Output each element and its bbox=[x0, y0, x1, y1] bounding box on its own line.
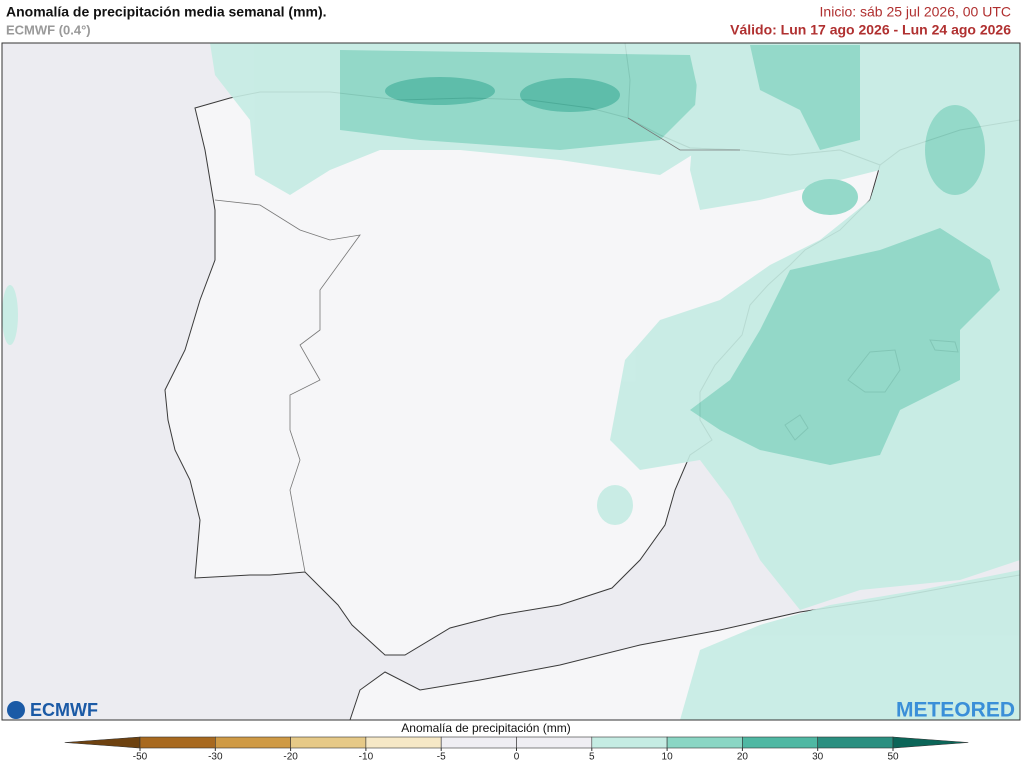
colorbar-segment bbox=[516, 736, 593, 749]
colorbar-segment bbox=[215, 736, 291, 749]
colorbar-segment bbox=[817, 736, 894, 749]
colorbar-tick-label: 5 bbox=[589, 752, 595, 763]
colorbar-segment bbox=[666, 736, 743, 749]
colorbar: -50 -30 -20 -10 -5 0 5 10 20 30 50 bbox=[64, 736, 969, 763]
meteored-logo: METEORED bbox=[896, 699, 1015, 722]
title: Anomalía de precipitación media semanal … bbox=[6, 4, 327, 20]
model: ECMWF (0.4°) bbox=[6, 22, 91, 37]
valid-period: Válido: Lun 17 ago 2026 - Lun 24 ago 202… bbox=[730, 22, 1011, 38]
ecmwf-logo: ECMWF bbox=[7, 700, 98, 720]
colorbar-tick-label: -10 bbox=[359, 752, 374, 763]
colorbar-tick-label: 50 bbox=[887, 752, 899, 763]
colorbar-segment bbox=[440, 736, 517, 749]
colorbar-tick-label: -20 bbox=[283, 752, 298, 763]
init-date: Inicio: sáb 25 jul 2026, 00 UTC bbox=[820, 4, 1011, 20]
colorbar-segment bbox=[742, 736, 819, 749]
colorbar-segment bbox=[591, 736, 668, 749]
colorbar-tick-label: 0 bbox=[514, 752, 520, 763]
colorbar-tick-label: -30 bbox=[208, 752, 223, 763]
colorbar-segment bbox=[139, 736, 216, 749]
colorbar-label: Anomalía de precipitación (mm) bbox=[401, 721, 570, 735]
colorbar-extend-high bbox=[892, 736, 969, 749]
colorbar-tick-label: -5 bbox=[437, 752, 446, 763]
map bbox=[1, 42, 1021, 721]
colorbar-tick-label: 30 bbox=[812, 752, 824, 763]
colorbar-segment bbox=[365, 736, 442, 749]
colorbar-tick-label: 10 bbox=[662, 752, 674, 763]
colorbar-tick-label: 20 bbox=[737, 752, 749, 763]
colorbar-extend-low bbox=[64, 736, 141, 749]
ecmwf-logo-text: ECMWF bbox=[30, 700, 98, 720]
colorbar-segment bbox=[290, 736, 367, 749]
colorbar-tick-label: -50 bbox=[133, 752, 148, 763]
